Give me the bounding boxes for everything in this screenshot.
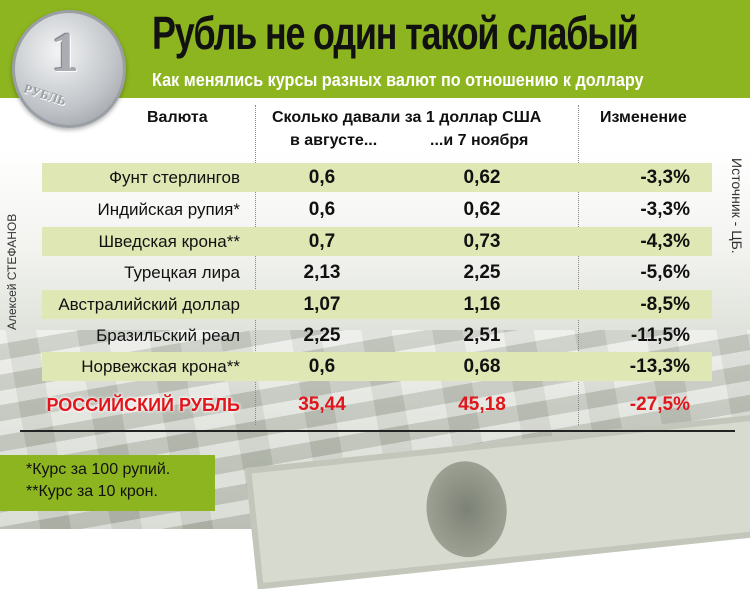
cell-change: -27,5%: [629, 394, 690, 415]
header-given: Сколько давали за 1 доллар США: [272, 109, 542, 126]
cell-november: 0,68: [463, 356, 501, 377]
portrait: [421, 457, 512, 562]
cell-august: 2,13: [303, 262, 341, 283]
ruble-coin-icon: 1 РУБЛЬ: [12, 10, 126, 128]
table-row: Норвежская крона** 0,6 0,68 -13,3%: [42, 352, 712, 381]
cell-currency: Бразильский реал: [96, 326, 240, 345]
cell-august: 0,7: [308, 231, 336, 252]
cell-november: 0,62: [463, 199, 501, 220]
column-divider: [578, 105, 579, 425]
page-subtitle: Как менялись курсы разных валют по отнош…: [152, 70, 644, 90]
table-row: Бразильский реал 2,25 2,51 -11,5%: [42, 321, 712, 350]
table-row: Австралийский доллар 1,07 1,16 -8,5%: [42, 290, 712, 319]
cell-currency: Турецкая лира: [124, 263, 240, 282]
cell-august: 0,6: [308, 199, 336, 220]
header-change: Изменение: [600, 109, 687, 126]
cell-august: 2,25: [303, 325, 341, 346]
cell-november: 1,16: [463, 294, 501, 315]
cell-currency: Норвежская крона**: [81, 357, 240, 376]
cell-change: -8,5%: [640, 294, 690, 315]
cell-currency: Шведская крона**: [98, 232, 240, 251]
cell-november: 45,18: [458, 394, 506, 415]
coin-number: 1: [51, 22, 79, 84]
cell-currency: Австралийский доллар: [58, 295, 240, 314]
table-row: Шведская крона** 0,7 0,73 -4,3%: [42, 227, 712, 256]
cell-currency: Фунт стерлингов: [109, 168, 240, 187]
table-row: Турецкая лира 2,13 2,25 -5,6%: [42, 258, 712, 287]
column-divider: [255, 105, 256, 425]
source-credit: Источник - ЦБ.: [729, 158, 745, 254]
cell-change: -5,6%: [640, 262, 690, 283]
header-august: в августе...: [290, 132, 378, 149]
footnote: *Курс за 100 рупий.: [26, 461, 171, 478]
cell-august: 1,07: [303, 294, 341, 315]
cell-november: 0,73: [463, 231, 501, 252]
divider-line: [20, 430, 735, 432]
table-row-highlight: РОССИЙСКИЙ РУБЛЬ 35,44 45,18 -27,5%: [42, 390, 712, 419]
footnote: **Курс за 10 крон.: [26, 483, 158, 500]
cell-change: -4,3%: [640, 231, 690, 252]
page-title: Рубль не один такой слабый: [152, 7, 639, 59]
cell-november: 2,25: [463, 262, 501, 283]
cell-change: -3,3%: [640, 167, 690, 188]
cell-november: 2,51: [463, 325, 501, 346]
cell-change: -3,3%: [640, 199, 690, 220]
cell-november: 0,62: [463, 167, 501, 188]
header-november: ...и 7 ноября: [430, 132, 529, 149]
header-band: [0, 0, 750, 98]
cell-currency: РОССИЙСКИЙ РУБЛЬ: [46, 395, 240, 415]
author-credit: Алексей СТЕФАНОВ: [5, 213, 19, 330]
footnotes-box: *Курс за 100 рупий. **Курс за 10 крон.: [0, 455, 215, 511]
cell-change: -11,5%: [630, 325, 690, 346]
cell-change: -13,3%: [629, 356, 690, 377]
cell-currency: Индийская рупия*: [97, 200, 241, 219]
header-currency: Валюта: [147, 109, 208, 126]
cell-august: 0,6: [308, 167, 336, 188]
table-row: Индийская рупия* 0,6 0,62 -3,3%: [42, 195, 712, 224]
cell-august: 35,44: [298, 394, 346, 415]
table-row: Фунт стерлингов 0,6 0,62 -3,3%: [42, 163, 712, 192]
cell-august: 0,6: [308, 356, 336, 377]
